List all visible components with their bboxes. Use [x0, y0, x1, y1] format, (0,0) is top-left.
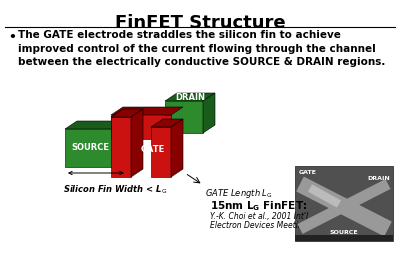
Polygon shape — [151, 127, 171, 177]
Polygon shape — [111, 107, 183, 115]
Polygon shape — [171, 119, 183, 177]
Text: The GATE electrode straddles the silicon fin to achieve
improved control of the : The GATE electrode straddles the silicon… — [18, 30, 385, 67]
Text: GATE Length L$_\mathrm{G}$: GATE Length L$_\mathrm{G}$ — [205, 187, 273, 200]
Polygon shape — [131, 109, 143, 177]
Polygon shape — [295, 235, 393, 241]
Polygon shape — [111, 109, 143, 117]
Polygon shape — [65, 121, 127, 129]
Polygon shape — [111, 115, 171, 139]
Text: GATE: GATE — [299, 170, 317, 175]
Polygon shape — [111, 117, 131, 177]
Text: •: • — [8, 31, 16, 44]
Polygon shape — [151, 119, 183, 127]
Polygon shape — [203, 93, 215, 133]
Text: DRAIN: DRAIN — [367, 176, 390, 181]
Text: SOURCE: SOURCE — [71, 143, 109, 153]
Text: Silicon Fin Width < L$_\mathrm{G}$: Silicon Fin Width < L$_\mathrm{G}$ — [63, 183, 167, 196]
Text: Electron Devices Meeting: Electron Devices Meeting — [210, 221, 308, 230]
Text: DRAIN: DRAIN — [175, 93, 205, 102]
Polygon shape — [65, 129, 115, 167]
Text: SOURCE: SOURCE — [330, 230, 358, 235]
Text: FinFET Structure: FinFET Structure — [115, 14, 285, 32]
Text: GATE: GATE — [141, 145, 165, 153]
Polygon shape — [165, 93, 215, 101]
Text: 15nm L$_\mathregular{G}$ FinFET:: 15nm L$_\mathregular{G}$ FinFET: — [210, 199, 307, 213]
Polygon shape — [165, 101, 203, 133]
Polygon shape — [115, 121, 127, 167]
Text: Y.-K. Choi et al., 2001 Int'l: Y.-K. Choi et al., 2001 Int'l — [210, 212, 308, 221]
Polygon shape — [295, 166, 393, 241]
